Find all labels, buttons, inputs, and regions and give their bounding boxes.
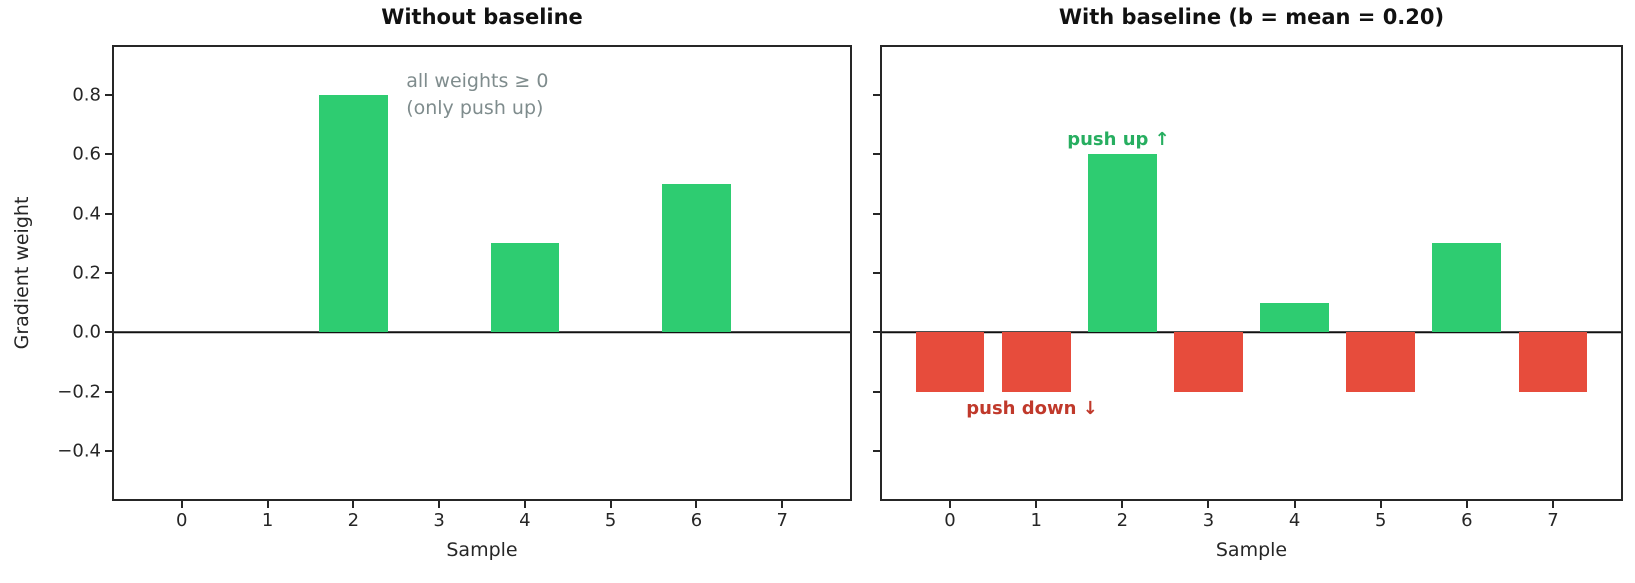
bar-x2 xyxy=(319,94,388,333)
plot-title-without-baseline: Without baseline xyxy=(381,5,583,29)
x-tick-label: 6 xyxy=(1461,510,1473,531)
x-tick-mark xyxy=(949,501,952,508)
annotation-0: all weights ≥ 0 (only push up) xyxy=(406,69,549,120)
x-tick-mark xyxy=(1207,501,1210,508)
y-tick-label: 0.4 xyxy=(72,203,101,225)
plot-title-with-baseline: With baseline (b = mean = 0.20) xyxy=(1058,5,1445,29)
bar-x7 xyxy=(1518,332,1588,392)
x-axis-label: Sample xyxy=(446,539,518,561)
bar-x1 xyxy=(1001,332,1071,392)
x-tick-mark xyxy=(1293,501,1296,508)
x-tick-mark xyxy=(1379,501,1382,508)
x-tick-label: 4 xyxy=(519,510,531,531)
y-tick-label: 0.2 xyxy=(72,262,101,284)
bar-x5 xyxy=(1346,332,1416,392)
x-tick-mark xyxy=(438,501,441,508)
y-tick-label: −0.4 xyxy=(57,440,101,462)
x-tick-mark xyxy=(523,501,526,508)
axes-without-baseline: 0 1 2 3 4 5 6 7 0.8 0.6 0.4 0.2 0.0 −0.2 −0.4 all weigh… xyxy=(57,45,852,531)
x-tick-label: 4 xyxy=(1288,510,1301,531)
x-tick-label: 6 xyxy=(690,510,703,531)
y-tick-mark xyxy=(105,93,112,96)
y-tick-mark xyxy=(873,153,880,156)
y-tick-label: 0.0 xyxy=(72,321,101,343)
y-tick-label: 0.6 xyxy=(72,143,101,165)
x-tick-label: 7 xyxy=(1547,510,1559,531)
zero-line xyxy=(882,331,1621,334)
x-tick-label: 0 xyxy=(176,510,188,531)
x-axis-label: Sample xyxy=(1215,539,1288,561)
x-tick-mark xyxy=(1035,501,1038,508)
y-tick-mark xyxy=(873,331,880,334)
x-tick-mark xyxy=(180,501,183,508)
x-tick-mark xyxy=(695,501,698,508)
zero-line xyxy=(114,331,850,334)
y-tick-mark xyxy=(873,390,880,393)
x-tick-label: 5 xyxy=(1374,510,1387,531)
y-tick-mark xyxy=(873,93,880,96)
x-tick-label: 2 xyxy=(347,510,360,531)
y-tick-mark xyxy=(105,390,112,393)
y-tick-mark xyxy=(105,153,112,156)
bar-x4 xyxy=(1260,302,1329,333)
axes-with-baseline: 0 1 2 3 4 5 6 7 push up ↑ push down ↓ xyxy=(873,45,1623,531)
bar-x2 xyxy=(1087,154,1157,333)
y-tick-mark xyxy=(873,450,880,453)
bar-x6 xyxy=(1432,243,1502,333)
x-tick-label: 5 xyxy=(604,510,617,531)
bar-x3 xyxy=(1173,332,1243,392)
y-tick-label: −0.2 xyxy=(57,381,101,403)
y-axis-label: Gradient weight xyxy=(11,196,33,350)
x-tick-label: 3 xyxy=(433,510,445,531)
y-tick-mark xyxy=(873,272,880,274)
annotation-0: push up ↑ xyxy=(1067,128,1170,150)
y-tick-mark xyxy=(105,272,112,274)
y-tick-mark xyxy=(873,212,880,215)
x-tick-mark xyxy=(266,501,269,508)
x-tick-mark xyxy=(609,501,612,508)
y-tick-mark xyxy=(105,450,112,453)
y-tick-mark xyxy=(105,212,112,215)
bar-x0 xyxy=(915,332,985,392)
y-tick-label: 0.8 xyxy=(72,84,101,106)
x-tick-mark xyxy=(781,501,784,508)
bar-x6 xyxy=(662,183,731,333)
x-tick-mark xyxy=(1465,501,1468,508)
y-tick-mark xyxy=(105,331,112,334)
x-tick-label: 3 xyxy=(1202,510,1215,531)
x-tick-mark xyxy=(1551,501,1554,508)
bar-x4 xyxy=(490,243,560,333)
annotation-1: push down ↓ xyxy=(966,397,1098,419)
x-tick-mark xyxy=(1121,501,1124,508)
x-tick-label: 7 xyxy=(776,510,788,531)
x-tick-mark xyxy=(352,501,355,508)
x-tick-label: 2 xyxy=(1116,510,1129,531)
x-tick-label: 0 xyxy=(944,510,956,531)
x-tick-label: 1 xyxy=(261,510,274,531)
x-tick-label: 1 xyxy=(1030,510,1042,531)
